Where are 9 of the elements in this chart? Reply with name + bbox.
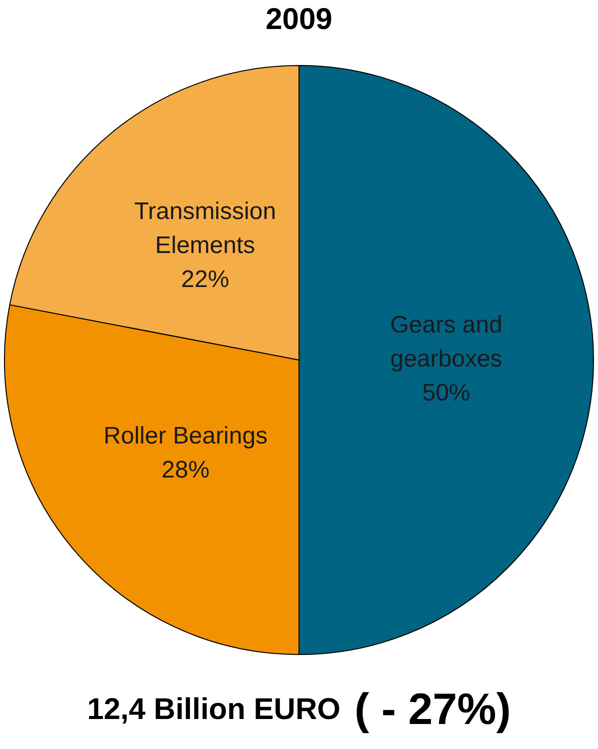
- text: ( - 27%): [354, 685, 511, 735]
- slice-label: Roller Bearings: [104, 422, 268, 450]
- chart-title: 2009: [264, 2, 334, 38]
- slice-label: Gears and gearboxes: [390, 312, 502, 373]
- data-label: 50%: [422, 380, 470, 407]
- text: 12,4 Billion EURO: [87, 693, 340, 727]
- slice-label: Transmission Elements: [134, 198, 276, 260]
- data-label: 22%: [181, 266, 230, 294]
- data-label: 28%: [162, 456, 210, 484]
